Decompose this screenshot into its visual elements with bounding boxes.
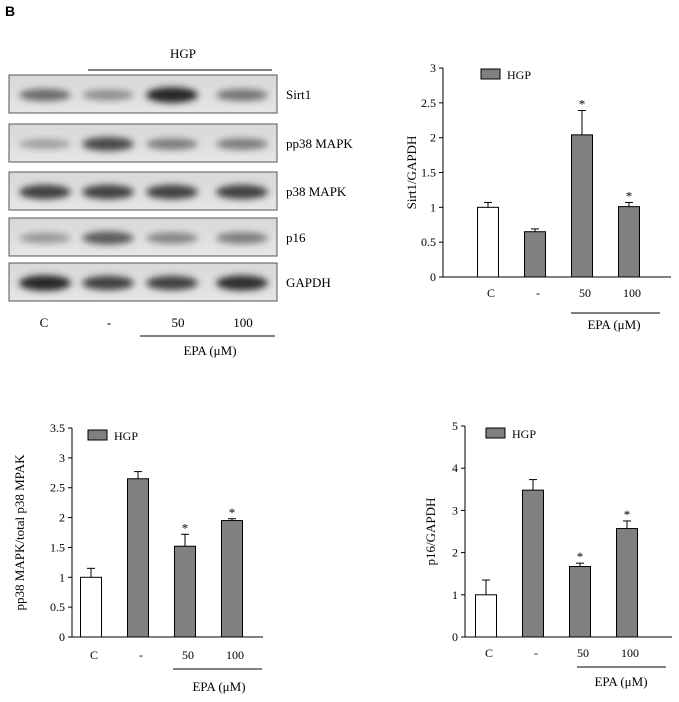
- x-axis-title: EPA (μM): [594, 674, 647, 689]
- category-label: C: [90, 648, 98, 662]
- y-tick-label: 1: [452, 588, 458, 602]
- blot-band: [19, 139, 71, 149]
- blot-band: [82, 275, 134, 291]
- y-axis-title: pp38 MAPK/total p38 MPAK: [12, 454, 27, 611]
- x-axis-title: EPA (μM): [192, 679, 245, 694]
- category-label: 50: [579, 286, 591, 300]
- blot-band: [19, 232, 71, 244]
- y-tick-label: 1: [430, 200, 436, 214]
- category-label: 100: [621, 646, 639, 660]
- y-tick-label: 0: [59, 630, 65, 644]
- y-tick-label: 0.5: [50, 600, 65, 614]
- blot-band: [216, 184, 268, 200]
- blot-band: [216, 275, 268, 291]
- x-axis-title: EPA (μM): [587, 317, 640, 332]
- y-tick-label: 3: [452, 503, 458, 517]
- legend-swatch: [485, 427, 506, 439]
- blot-hgp-label: HGP: [170, 46, 196, 61]
- category-label: -: [536, 286, 540, 300]
- category-label: -: [534, 646, 538, 660]
- y-tick-label: 0: [452, 630, 458, 644]
- blot-lane-label: 100: [233, 315, 253, 330]
- y-tick-label: 0: [430, 270, 436, 284]
- blot-band: [82, 184, 134, 200]
- y-tick-label: 2.5: [50, 481, 65, 495]
- significance-marker: *: [624, 507, 631, 522]
- category-label: 100: [226, 648, 244, 662]
- y-tick-label: 3: [430, 61, 436, 75]
- significance-marker: *: [229, 505, 236, 520]
- y-tick-label: 3.5: [50, 421, 65, 435]
- blot-band-label: Sirt1: [286, 87, 311, 102]
- legend-label: HGP: [114, 429, 138, 443]
- category-label: 50: [577, 646, 589, 660]
- y-tick-label: 1.5: [50, 540, 65, 554]
- blot-lane-label: C: [40, 315, 49, 330]
- blot-band-label: p38 MAPK: [286, 184, 347, 199]
- panel-label: B: [5, 3, 16, 19]
- legend-label: HGP: [512, 427, 536, 441]
- blot-band-label: p16: [286, 230, 306, 245]
- category-label: 100: [623, 286, 641, 300]
- bar: [475, 594, 497, 638]
- blot-band: [82, 89, 134, 101]
- category-label: C: [485, 646, 493, 660]
- y-tick-label: 5: [452, 419, 458, 433]
- blot-band: [146, 138, 198, 150]
- y-axis-title: p16/GAPDH: [423, 498, 438, 566]
- blot-band: [82, 137, 134, 151]
- bar: [569, 566, 591, 638]
- significance-marker: *: [182, 520, 189, 535]
- blot-epa-label: EPA (μM): [183, 343, 236, 358]
- blot-band: [216, 232, 268, 244]
- legend-swatch: [87, 429, 108, 441]
- blot-band-label: GAPDH: [286, 275, 331, 290]
- legend-swatch: [480, 68, 501, 80]
- y-axis-title: Sirt1/GAPDH: [404, 136, 419, 210]
- y-tick-label: 2: [452, 546, 458, 560]
- y-tick-label: 1.5: [421, 166, 436, 180]
- y-tick-label: 3: [59, 451, 65, 465]
- y-tick-label: 0.5: [421, 235, 436, 249]
- y-tick-label: 2: [430, 131, 436, 145]
- y-tick-label: 4: [452, 461, 458, 475]
- bar: [522, 489, 544, 638]
- blot-band: [146, 275, 198, 291]
- blot-band: [19, 88, 71, 102]
- blot-band: [146, 232, 198, 244]
- significance-marker: *: [579, 96, 586, 111]
- legend-label: HGP: [507, 68, 531, 82]
- y-tick-label: 2: [59, 511, 65, 525]
- category-label: C: [487, 286, 495, 300]
- blot-band: [216, 89, 268, 101]
- blot-lane-label: 50: [172, 315, 185, 330]
- bar: [616, 528, 638, 638]
- blot-band-label: pp38 MAPK: [286, 136, 353, 151]
- significance-marker: *: [577, 549, 584, 564]
- blot-band: [216, 138, 268, 150]
- category-label: 50: [182, 648, 194, 662]
- blot-band: [19, 184, 71, 200]
- blot-lane-label: -: [107, 315, 111, 330]
- blot-band: [146, 87, 198, 103]
- y-tick-label: 1: [59, 570, 65, 584]
- blot-band: [19, 275, 71, 291]
- blot-band: [82, 231, 134, 245]
- blot-band: [146, 184, 198, 200]
- y-tick-label: 2.5: [421, 96, 436, 110]
- significance-marker: *: [626, 188, 633, 203]
- category-label: -: [139, 648, 143, 662]
